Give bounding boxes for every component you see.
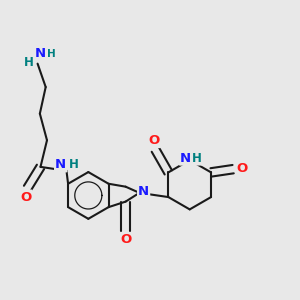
Text: H: H: [69, 158, 79, 171]
Text: O: O: [237, 162, 248, 175]
Text: N: N: [34, 47, 46, 60]
Text: H: H: [192, 152, 202, 165]
Text: N: N: [55, 158, 66, 171]
Text: N: N: [180, 152, 191, 165]
Text: O: O: [20, 190, 32, 204]
Text: O: O: [120, 233, 131, 246]
Text: H: H: [47, 49, 56, 59]
Text: N: N: [138, 185, 149, 198]
Text: O: O: [149, 134, 160, 147]
Text: H: H: [24, 56, 33, 68]
